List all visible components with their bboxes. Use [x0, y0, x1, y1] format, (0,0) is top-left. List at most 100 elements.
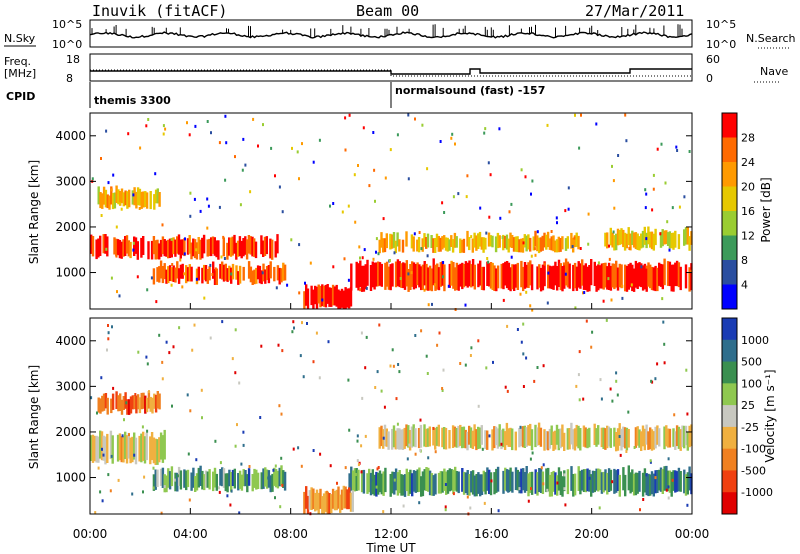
colorbar-segment	[722, 284, 737, 310]
heatmap-cell	[597, 264, 600, 291]
heatmap-cell	[146, 288, 149, 292]
heatmap-cell	[557, 467, 561, 491]
heatmap-cell	[117, 189, 120, 205]
heatmap-cell	[306, 322, 308, 325]
heatmap-cell	[645, 424, 648, 445]
heatmap-cell	[640, 233, 643, 249]
heatmap-cell	[665, 230, 668, 245]
heatmap-cell	[197, 237, 200, 254]
heatmap-cell	[324, 491, 328, 512]
heatmap-cell	[574, 306, 577, 310]
heatmap-cell	[357, 463, 360, 467]
heatmap-cell	[684, 264, 688, 289]
heatmap-cell	[226, 494, 229, 498]
heatmap-cell	[217, 240, 220, 260]
heatmap-cell	[252, 117, 255, 121]
heatmap-cell	[206, 239, 209, 257]
heatmap-cell	[120, 399, 124, 415]
heatmap-cell	[516, 328, 519, 331]
heatmap-cell	[181, 263, 184, 279]
heatmap-cell	[280, 456, 283, 460]
heatmap-cell	[539, 237, 543, 252]
heatmap-cell	[649, 427, 652, 450]
heatmap-cell	[156, 188, 159, 204]
heatmap-cell	[337, 486, 340, 509]
heatmap-cell	[579, 470, 582, 495]
heatmap-cell	[360, 444, 363, 448]
heatmap-cell	[650, 231, 654, 250]
heatmap-cell	[267, 476, 270, 480]
heatmap-cell	[660, 142, 663, 146]
heatmap-cell	[292, 447, 295, 451]
heatmap-cell	[466, 495, 469, 499]
heatmap-cell	[308, 490, 311, 510]
heatmap-cell	[321, 284, 324, 307]
heatmap-cell	[525, 466, 528, 491]
heatmap-cell	[213, 467, 217, 488]
heatmap-cell	[548, 474, 552, 497]
heatmap-cell	[505, 422, 509, 446]
heatmap-cell	[376, 370, 379, 374]
heatmap-cell	[609, 469, 613, 491]
heatmap-cell	[186, 267, 190, 282]
heatmap-cell	[577, 425, 580, 449]
heatmap-cell	[663, 342, 666, 346]
heatmap-cell	[100, 157, 102, 160]
heatmap-cell	[455, 428, 458, 448]
heatmap-cell	[527, 262, 530, 288]
y-tick-label: 2000	[55, 425, 86, 439]
heatmap-cell	[684, 425, 688, 446]
heatmap-cell	[555, 424, 559, 445]
heatmap-cell	[435, 233, 439, 248]
heatmap-cell	[491, 235, 494, 248]
heatmap-cell	[140, 237, 143, 258]
heatmap-cell	[573, 262, 577, 289]
heatmap-cell	[256, 472, 260, 489]
x-tick-label: 12:00	[374, 527, 409, 541]
heatmap-cell	[425, 428, 428, 448]
heatmap-cell	[527, 473, 530, 497]
heatmap-cell	[645, 232, 648, 249]
heatmap-cell	[568, 428, 571, 450]
heatmap-cell	[347, 204, 350, 208]
heatmap-cell	[462, 426, 466, 448]
heatmap-cell	[557, 428, 560, 451]
heatmap-cell	[94, 511, 97, 515]
heatmap-cell	[106, 194, 109, 209]
heatmap-cell	[479, 206, 482, 210]
heatmap-cell	[392, 232, 396, 248]
cpid-panel: CPID themis 3300 normalsound (fast) -157	[6, 82, 545, 108]
heatmap-cell	[457, 471, 460, 494]
heatmap-cell	[396, 428, 399, 450]
heatmap-cell	[579, 428, 582, 451]
heatmap-cell	[661, 229, 664, 247]
heatmap-cell	[305, 284, 308, 306]
heatmap-cell	[93, 435, 96, 462]
heatmap-cell	[638, 262, 641, 287]
heatmap-cell	[600, 397, 603, 401]
heatmap-cell	[191, 348, 194, 352]
heatmap-cell	[230, 472, 233, 492]
colorbar-segment	[722, 361, 737, 384]
heatmap-cell	[383, 424, 387, 447]
heatmap-cell	[364, 434, 367, 438]
heatmap-cell	[566, 428, 569, 450]
heatmap-cell	[462, 471, 466, 495]
heatmap-cell	[497, 509, 500, 513]
heatmap-cell	[402, 475, 405, 496]
heatmap-cell	[124, 431, 127, 459]
heatmap-cell	[420, 266, 423, 291]
heatmap-cell	[403, 427, 406, 449]
heatmap-cell	[505, 234, 509, 250]
heatmap-cell	[503, 431, 507, 450]
heatmap-cell	[652, 233, 655, 251]
heatmap-cell	[156, 239, 159, 260]
heatmap-cell	[163, 485, 166, 489]
heatmap-cell	[688, 425, 691, 448]
heatmap-cell	[666, 261, 670, 286]
heatmap-cell	[627, 227, 630, 245]
heatmap-cell	[226, 268, 229, 282]
heatmap-cell	[432, 427, 435, 430]
heatmap-cell	[260, 344, 263, 348]
cpid-entry-1: themis 3300	[94, 94, 171, 107]
